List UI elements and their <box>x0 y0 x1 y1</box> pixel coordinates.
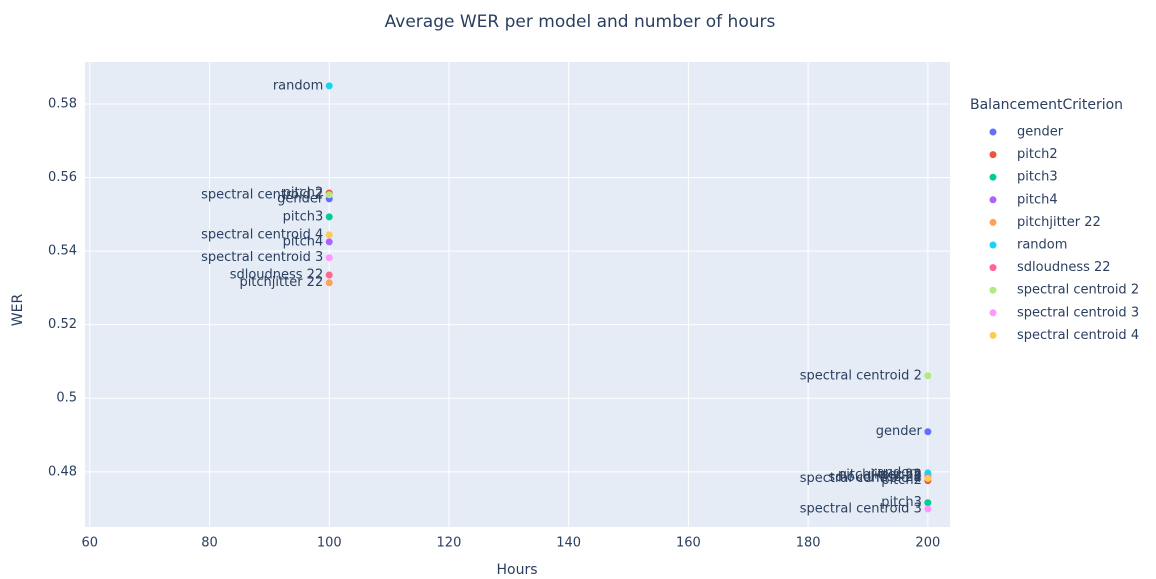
point <box>325 254 333 262</box>
point-label: sdloudness 22 <box>828 470 922 485</box>
legend-marker <box>989 128 997 136</box>
point-label: pitch2 <box>881 473 922 488</box>
legend-label: pitch4 <box>1017 192 1058 207</box>
point <box>325 231 333 239</box>
legend-marker <box>989 241 997 249</box>
legend-label: gender <box>1017 125 1064 140</box>
legend-marker <box>989 309 997 317</box>
legend-label: random <box>1017 238 1067 253</box>
point-label: spectral centroid 4 <box>201 227 323 242</box>
point-label: spectral centroid 3 <box>800 501 922 516</box>
legend-marker <box>989 173 997 181</box>
point-label: pitch4 <box>283 234 324 249</box>
point <box>924 505 932 513</box>
legend-marker <box>989 196 997 204</box>
y-tick-label: 0.52 <box>48 317 77 332</box>
point-label: pitch4 <box>881 468 922 483</box>
point-label: pitchjitter 22 <box>838 467 922 482</box>
point-label: spectral centroid 4 <box>800 471 922 486</box>
point <box>325 213 333 221</box>
y-tick-label: 0.48 <box>48 464 77 479</box>
point <box>924 499 932 507</box>
x-tick-label: 160 <box>676 536 701 551</box>
legend-marker <box>989 218 997 226</box>
point <box>924 474 932 482</box>
x-tick-label: 100 <box>317 536 342 551</box>
point <box>325 82 333 90</box>
legend-label: pitch3 <box>1017 170 1058 185</box>
point <box>325 271 333 279</box>
x-tick-label: 200 <box>915 536 940 551</box>
point <box>325 238 333 246</box>
point-label: spectral centroid 2 <box>201 187 323 202</box>
point-label: gender <box>277 191 324 206</box>
legend-marker <box>989 331 997 339</box>
point-label: gender <box>876 424 923 439</box>
x-axis-title: Hours <box>496 562 537 578</box>
x-tick-label: 60 <box>82 536 99 551</box>
y-tick-label: 0.58 <box>48 96 77 111</box>
legend-label: spectral centroid 4 <box>1017 328 1139 343</box>
point-label: sdloudness 22 <box>230 268 324 283</box>
point-label: spectral centroid 3 <box>201 250 323 265</box>
point-label: spectral centroid 2 <box>800 368 922 383</box>
legend-label: sdloudness 22 <box>1017 260 1111 275</box>
x-tick-label: 120 <box>437 536 462 551</box>
legend-marker <box>989 264 997 272</box>
y-tick-label: 0.56 <box>48 170 77 185</box>
point-label: pitchjitter 22 <box>239 275 323 290</box>
point <box>325 191 333 199</box>
legend-title: BalancementCriterion <box>970 97 1123 113</box>
point-label: random <box>871 465 921 480</box>
legend-marker <box>989 286 997 294</box>
x-tick-label: 140 <box>556 536 581 551</box>
chart-title: Average WER per model and number of hour… <box>385 12 776 32</box>
legend-label: pitch2 <box>1017 147 1058 162</box>
point-label: random <box>273 78 323 93</box>
point <box>924 428 932 436</box>
point <box>325 279 333 287</box>
x-tick-label: 180 <box>796 536 821 551</box>
point-label: pitch2 <box>283 185 324 200</box>
point-label: pitch3 <box>881 495 922 510</box>
y-axis-title: WER <box>10 294 26 327</box>
point <box>924 469 932 477</box>
plot-area <box>85 62 950 527</box>
point <box>924 372 932 380</box>
legend-label: spectral centroid 3 <box>1017 305 1139 320</box>
y-tick-label: 0.5 <box>56 391 77 406</box>
legend-label: pitchjitter 22 <box>1017 215 1101 230</box>
legend-label: spectral centroid 2 <box>1017 283 1139 298</box>
x-tick-label: 80 <box>201 536 218 551</box>
point-label: pitch3 <box>283 209 324 224</box>
legend-marker <box>989 151 997 159</box>
y-tick-label: 0.54 <box>48 244 77 259</box>
